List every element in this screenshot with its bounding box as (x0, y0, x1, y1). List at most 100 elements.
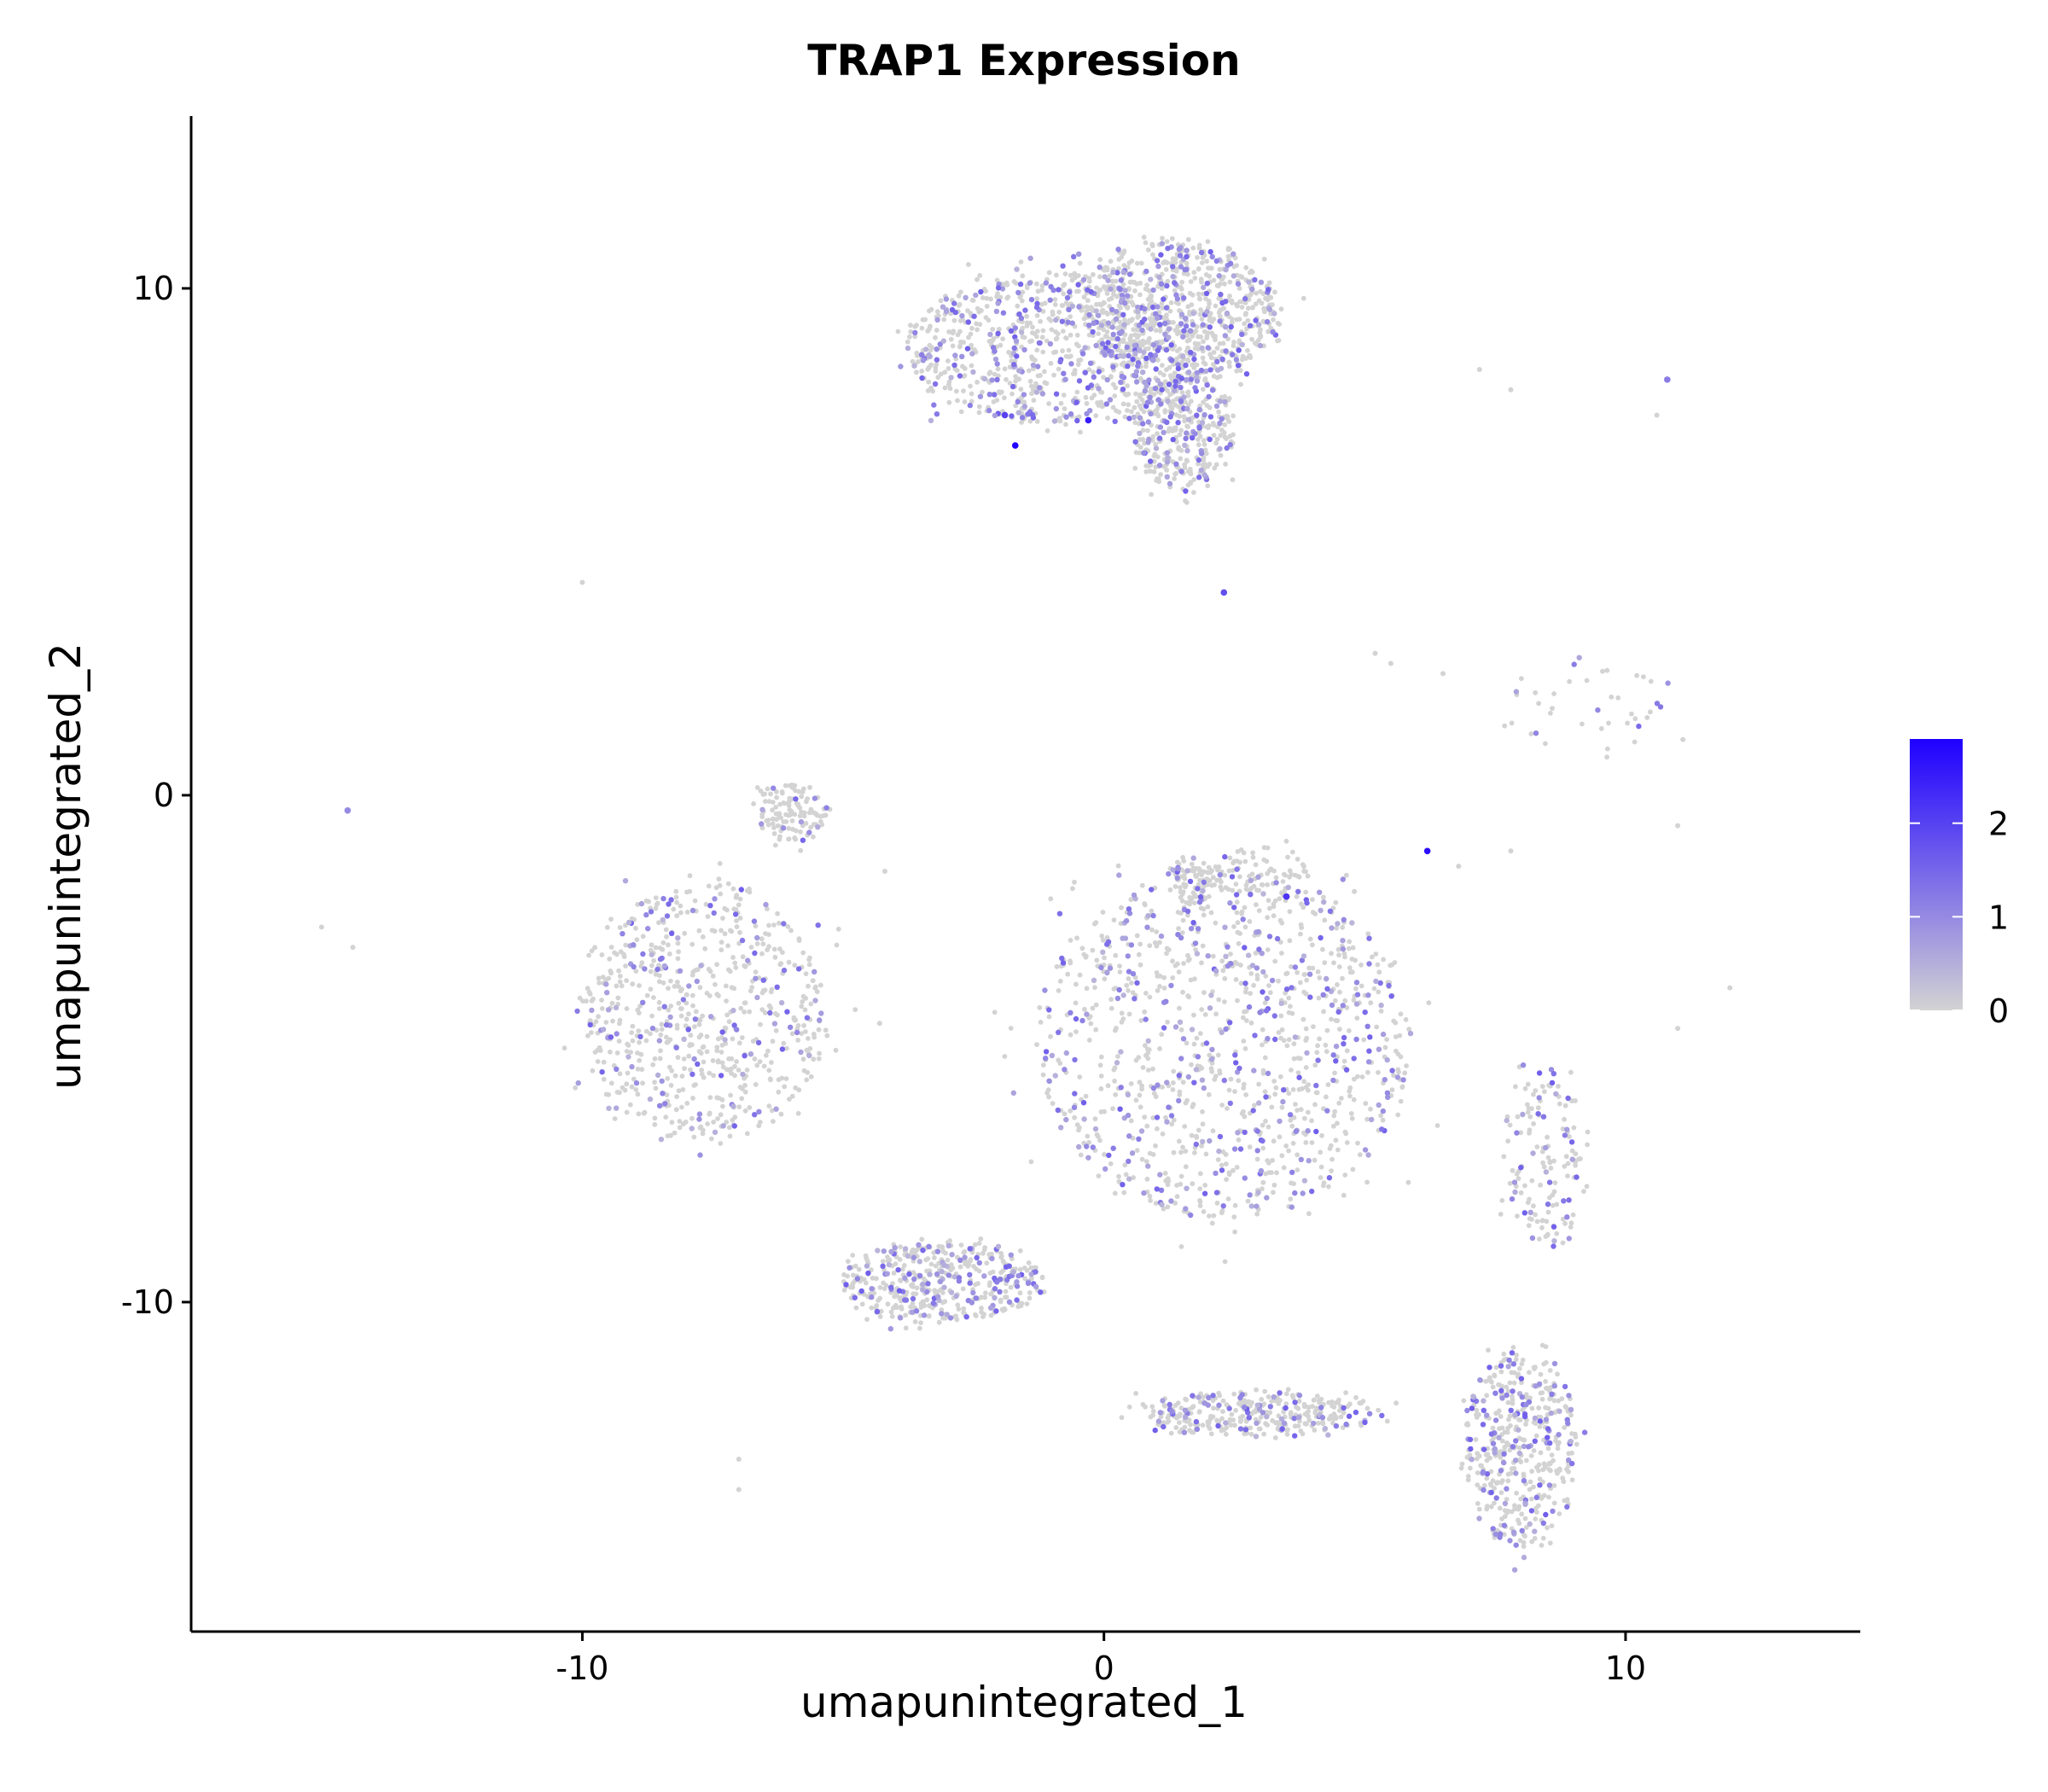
cell-point (1107, 397, 1114, 403)
cell-point (1359, 962, 1364, 968)
cell-point (1353, 1036, 1359, 1043)
cell-point (1093, 1002, 1099, 1008)
cell-point (1143, 1053, 1149, 1058)
cell-point (919, 1236, 925, 1242)
cell-point (905, 345, 911, 352)
cell-point (684, 1101, 690, 1106)
cell-point (1316, 1420, 1321, 1426)
cell-point (1192, 940, 1199, 946)
cell-point (1190, 322, 1196, 328)
cell-point (1113, 316, 1120, 323)
cell-point (1009, 413, 1015, 419)
cell-point (1184, 457, 1190, 463)
cell-point (671, 906, 677, 912)
cell-point (1519, 1380, 1524, 1386)
cell-point (769, 1108, 775, 1114)
cell-point (1169, 236, 1175, 241)
cell-point (1202, 377, 1207, 383)
cell-point (1217, 266, 1223, 272)
cell-point (871, 1290, 877, 1296)
cell-point (1178, 284, 1184, 290)
cell-point (763, 901, 769, 908)
cell-point (1178, 885, 1183, 890)
cell-point (1216, 997, 1222, 1003)
cell-point (1183, 316, 1189, 322)
cell-point (1190, 311, 1196, 317)
cell-point (1306, 1158, 1312, 1164)
cell-point (1209, 1056, 1215, 1062)
cell-point (1117, 352, 1123, 359)
cell-point (1289, 985, 1295, 991)
cell-point (1277, 1134, 1283, 1140)
cell-point (1108, 1005, 1114, 1011)
cell-point (1213, 1011, 1219, 1017)
cell-point (1191, 1041, 1197, 1047)
cell-point (806, 829, 812, 835)
cell-point (653, 1085, 659, 1091)
cell-point (934, 357, 940, 363)
cell-point (1521, 1544, 1527, 1550)
cell-point (1201, 879, 1207, 886)
cell-point (744, 1068, 750, 1073)
cell-point (1140, 369, 1146, 375)
cell-point (1047, 297, 1053, 303)
cell-point (596, 1014, 601, 1020)
cell-point (1048, 283, 1054, 290)
cell-point (1351, 998, 1357, 1003)
cell-point (759, 951, 765, 957)
cell-point (926, 379, 932, 385)
cell-point (608, 968, 614, 974)
cell-point (1220, 1149, 1226, 1155)
cell-point (1525, 1081, 1531, 1087)
cell-point (1490, 1425, 1496, 1431)
cell-point (1525, 1109, 1531, 1115)
cell-point (1321, 894, 1326, 900)
cell-point (1217, 1133, 1224, 1140)
cell-point (1170, 436, 1176, 443)
cell-point (775, 911, 780, 916)
cell-point (742, 1053, 748, 1059)
cell-point (1014, 266, 1020, 272)
cell-point (907, 334, 912, 340)
cell-point (1126, 969, 1132, 975)
cell-point (1169, 1121, 1175, 1127)
cell-point (1172, 378, 1178, 385)
cell-point (1258, 335, 1263, 340)
cell-point (1048, 1033, 1053, 1039)
cell-point (1102, 976, 1108, 981)
cell-point (1331, 1113, 1337, 1119)
cell-point (1391, 1018, 1397, 1024)
cell-point (1191, 869, 1196, 874)
cell-point (1074, 935, 1079, 941)
cell-point (918, 352, 925, 358)
cell-point (1101, 375, 1106, 380)
cell-point (1312, 1062, 1318, 1068)
cell-point (663, 1034, 669, 1040)
cell-point (971, 313, 977, 319)
cell-point (878, 1308, 884, 1314)
cell-point (1114, 325, 1120, 331)
cell-point (689, 1042, 695, 1048)
cell-point (975, 380, 980, 385)
cell-point (640, 999, 646, 1006)
cell-point (1516, 1176, 1521, 1182)
cell-point (1145, 1163, 1151, 1169)
cell-point (1086, 1139, 1091, 1145)
cell-point (696, 1021, 702, 1027)
cell-point (1170, 1087, 1176, 1092)
cell-point (1289, 1204, 1295, 1210)
cell-point (1499, 1425, 1505, 1431)
cell-point (1389, 1068, 1395, 1073)
cell-point (675, 956, 681, 962)
cell-point (1233, 892, 1240, 898)
cell-point (1546, 1467, 1552, 1472)
cell-point (674, 1094, 679, 1099)
cell-point (1008, 328, 1015, 334)
cell-point (1205, 463, 1211, 469)
cell-point (817, 1050, 822, 1056)
cell-point (1389, 1087, 1395, 1093)
cell-point (1346, 945, 1352, 951)
cell-point (1549, 1523, 1555, 1528)
cell-point (981, 1312, 986, 1317)
cell-point (1200, 1121, 1206, 1127)
